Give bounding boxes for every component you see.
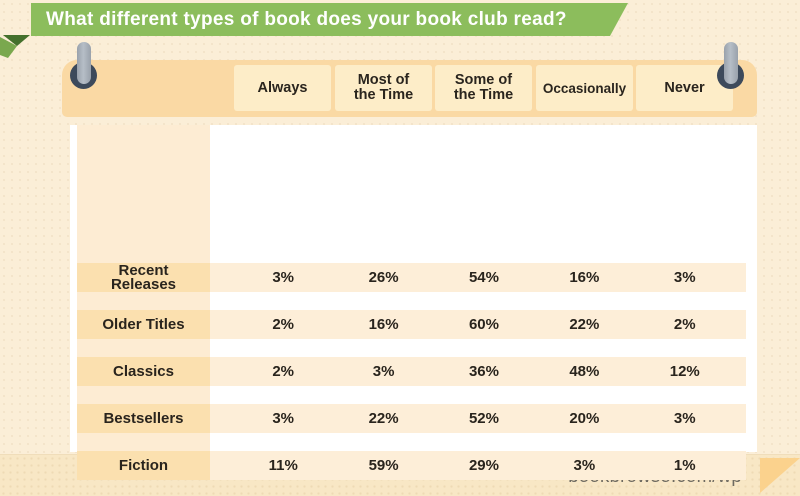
cell-value: 22% [368, 410, 399, 427]
column-header-some-of-the-time: Some of the Time [435, 65, 532, 111]
table-row: Recent Releases 3% 26% 54% 16% 3% [77, 263, 746, 292]
cell-value: 60% [468, 316, 499, 333]
row-label: Fiction [77, 451, 210, 480]
cell-value: 54% [468, 269, 499, 286]
page-title: What different types of book does your b… [46, 8, 567, 30]
row-label: Bestsellers [77, 404, 210, 433]
cell-value: 3% [673, 410, 696, 427]
ribbon-fold-icon [0, 35, 30, 58]
cell-value: 3% [272, 269, 295, 286]
cell-value: 1% [673, 457, 696, 474]
column-header-most-of-the-time: Most of the Time [335, 65, 432, 111]
cell-value: 2% [272, 316, 295, 333]
cell-value: 11% [268, 457, 298, 474]
cell-value: 22% [569, 316, 600, 333]
cell-value: 3% [673, 269, 696, 286]
pin-left-stem-icon [77, 42, 91, 84]
cell-value: 2% [673, 316, 696, 333]
title-banner: What different types of book does your b… [31, 3, 628, 36]
cell-value: 20% [569, 410, 600, 427]
column-header-occasionally: Occasionally [536, 65, 633, 111]
table-row: Older Titles 2% 16% 60% 22% 2% [77, 310, 746, 339]
cell-value: 16% [368, 316, 399, 333]
table-row: Classics 2% 3% 36% 48% 12% [77, 357, 746, 386]
column-header-always: Always [234, 65, 331, 111]
row-label: Classics [77, 357, 210, 386]
cell-value: 16% [569, 269, 600, 286]
cell-value: 3% [573, 457, 596, 474]
cell-value: 52% [468, 410, 499, 427]
cell-value: 3% [272, 410, 295, 427]
cell-value: 3% [372, 363, 395, 380]
column-header-never: Never [636, 65, 733, 111]
row-label: Older Titles [77, 310, 210, 339]
table-row: Fiction 11% 59% 29% 3% 1% [77, 451, 746, 480]
cell-value: 59% [368, 457, 399, 474]
table-row: Bestsellers 3% 22% 52% 20% 3% [77, 404, 746, 433]
cell-value: 2% [272, 363, 295, 380]
cell-value: 48% [569, 363, 600, 380]
pin-right-stem-icon [724, 42, 738, 84]
cell-value: 12% [669, 363, 700, 380]
table-body-card: Recent Releases 3% 26% 54% 16% 3% Older … [70, 125, 757, 480]
cell-value: 36% [468, 363, 499, 380]
table-header-card: Always Most of the Time Some of the Time… [62, 60, 757, 117]
cell-value: 26% [368, 269, 399, 286]
cell-value: 29% [468, 457, 499, 474]
row-label: Recent Releases [77, 263, 210, 292]
